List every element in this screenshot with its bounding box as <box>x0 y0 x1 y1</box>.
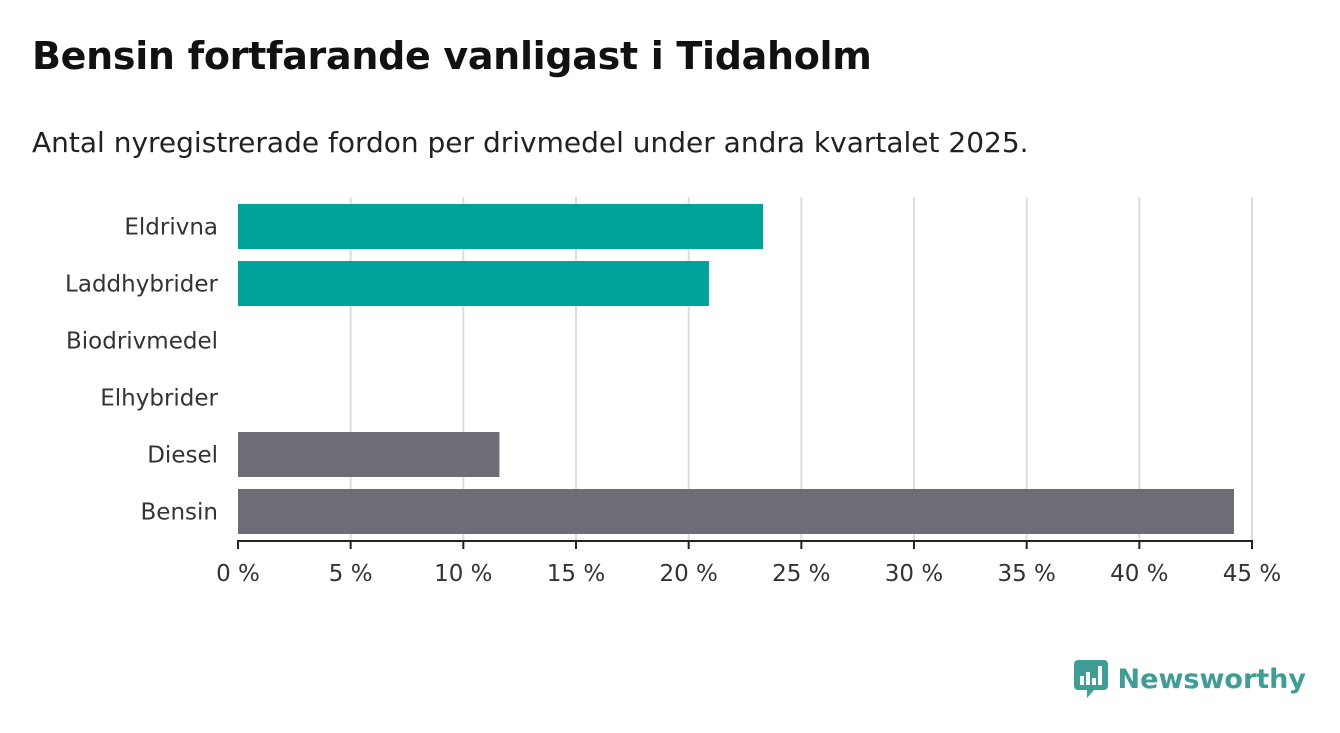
x-axis: 0 % 5 % 10 % 15 % 20 % 25 % 30 % 35 % 40 % 45 % <box>216 540 1281 587</box>
x-tick-label: 40 % <box>1110 561 1168 587</box>
x-tick-label: 20 % <box>659 561 717 587</box>
bar-laddhybrider <box>238 261 709 306</box>
category-labels: Eldrivna Laddhybrider Biodrivmedel Elhybrid… <box>65 215 218 526</box>
x-tick-label: 35 % <box>997 561 1055 587</box>
x-tick-label: 15 % <box>547 561 605 587</box>
chart-title: Bensin fortfarande vanligast i Tidaholm <box>32 34 872 78</box>
bar-eldrivna <box>238 204 764 249</box>
gridlines <box>349 197 1253 541</box>
category-label: Biodrivmedel <box>66 329 218 355</box>
category-label: Bensin <box>141 500 218 526</box>
category-label: Diesel <box>147 443 218 469</box>
bars <box>238 204 1234 534</box>
x-tick-label: 0 % <box>216 561 260 587</box>
x-tick-label: 10 % <box>434 561 492 587</box>
bar-bensin <box>238 489 1234 534</box>
newsworthy-logo-icon <box>1073 660 1108 698</box>
x-tick-label: 30 % <box>885 561 943 587</box>
x-tick-label: 45 % <box>1223 561 1281 587</box>
x-tick-label: 5 % <box>329 561 373 587</box>
bar-diesel <box>238 432 500 477</box>
brand: Newsworthy <box>1073 660 1306 698</box>
category-label: Eldrivna <box>124 215 218 241</box>
category-label: Elhybrider <box>100 386 218 412</box>
x-tick-label: 25 % <box>772 561 830 587</box>
chart-subtitle: Antal nyregistrerade fordon per drivmede… <box>32 126 1029 159</box>
brand-name: Newsworthy <box>1117 663 1306 695</box>
category-label: Laddhybrider <box>65 272 218 298</box>
